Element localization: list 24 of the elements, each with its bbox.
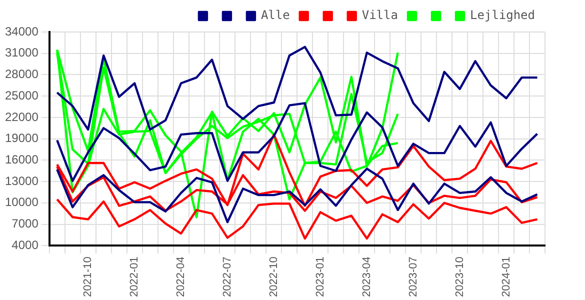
legend-label: Alle xyxy=(260,8,290,22)
y-tick-label: 28000 xyxy=(4,67,39,82)
x-tick-label: 2023-01 xyxy=(314,256,326,298)
y-tick-label: 10000 xyxy=(4,195,39,210)
x-tick-label: 2022-04 xyxy=(175,256,188,298)
y-tick-label: 34000 xyxy=(4,24,39,38)
y-tick-label: 25000 xyxy=(4,88,39,102)
y-tick-label: 16000 xyxy=(4,152,39,166)
legend-label: Villa xyxy=(362,8,398,22)
legend-label: Lejlighed xyxy=(470,8,536,22)
y-tick-label: 7000 xyxy=(12,216,39,231)
x-tick-label: 2023-04 xyxy=(360,256,373,298)
x-tick-label: 2023-10 xyxy=(454,256,466,298)
y-tick-label: 13000 xyxy=(4,174,39,188)
y-tick-label: 22000 xyxy=(4,110,39,124)
x-tick-label: 2022-01 xyxy=(128,256,141,298)
x-tick-label: 2021-10 xyxy=(82,256,94,298)
x-tick-label: 2022-07 xyxy=(222,256,234,298)
y-tick-label: 31000 xyxy=(4,46,39,60)
y-tick-label: 4000 xyxy=(12,238,39,252)
x-tick-label: 2024-01 xyxy=(500,256,512,298)
x-tick-label: 2022-10 xyxy=(268,256,280,298)
x-tick-label: 2023-07 xyxy=(407,256,420,298)
y-tick-label: 19000 xyxy=(4,131,39,146)
